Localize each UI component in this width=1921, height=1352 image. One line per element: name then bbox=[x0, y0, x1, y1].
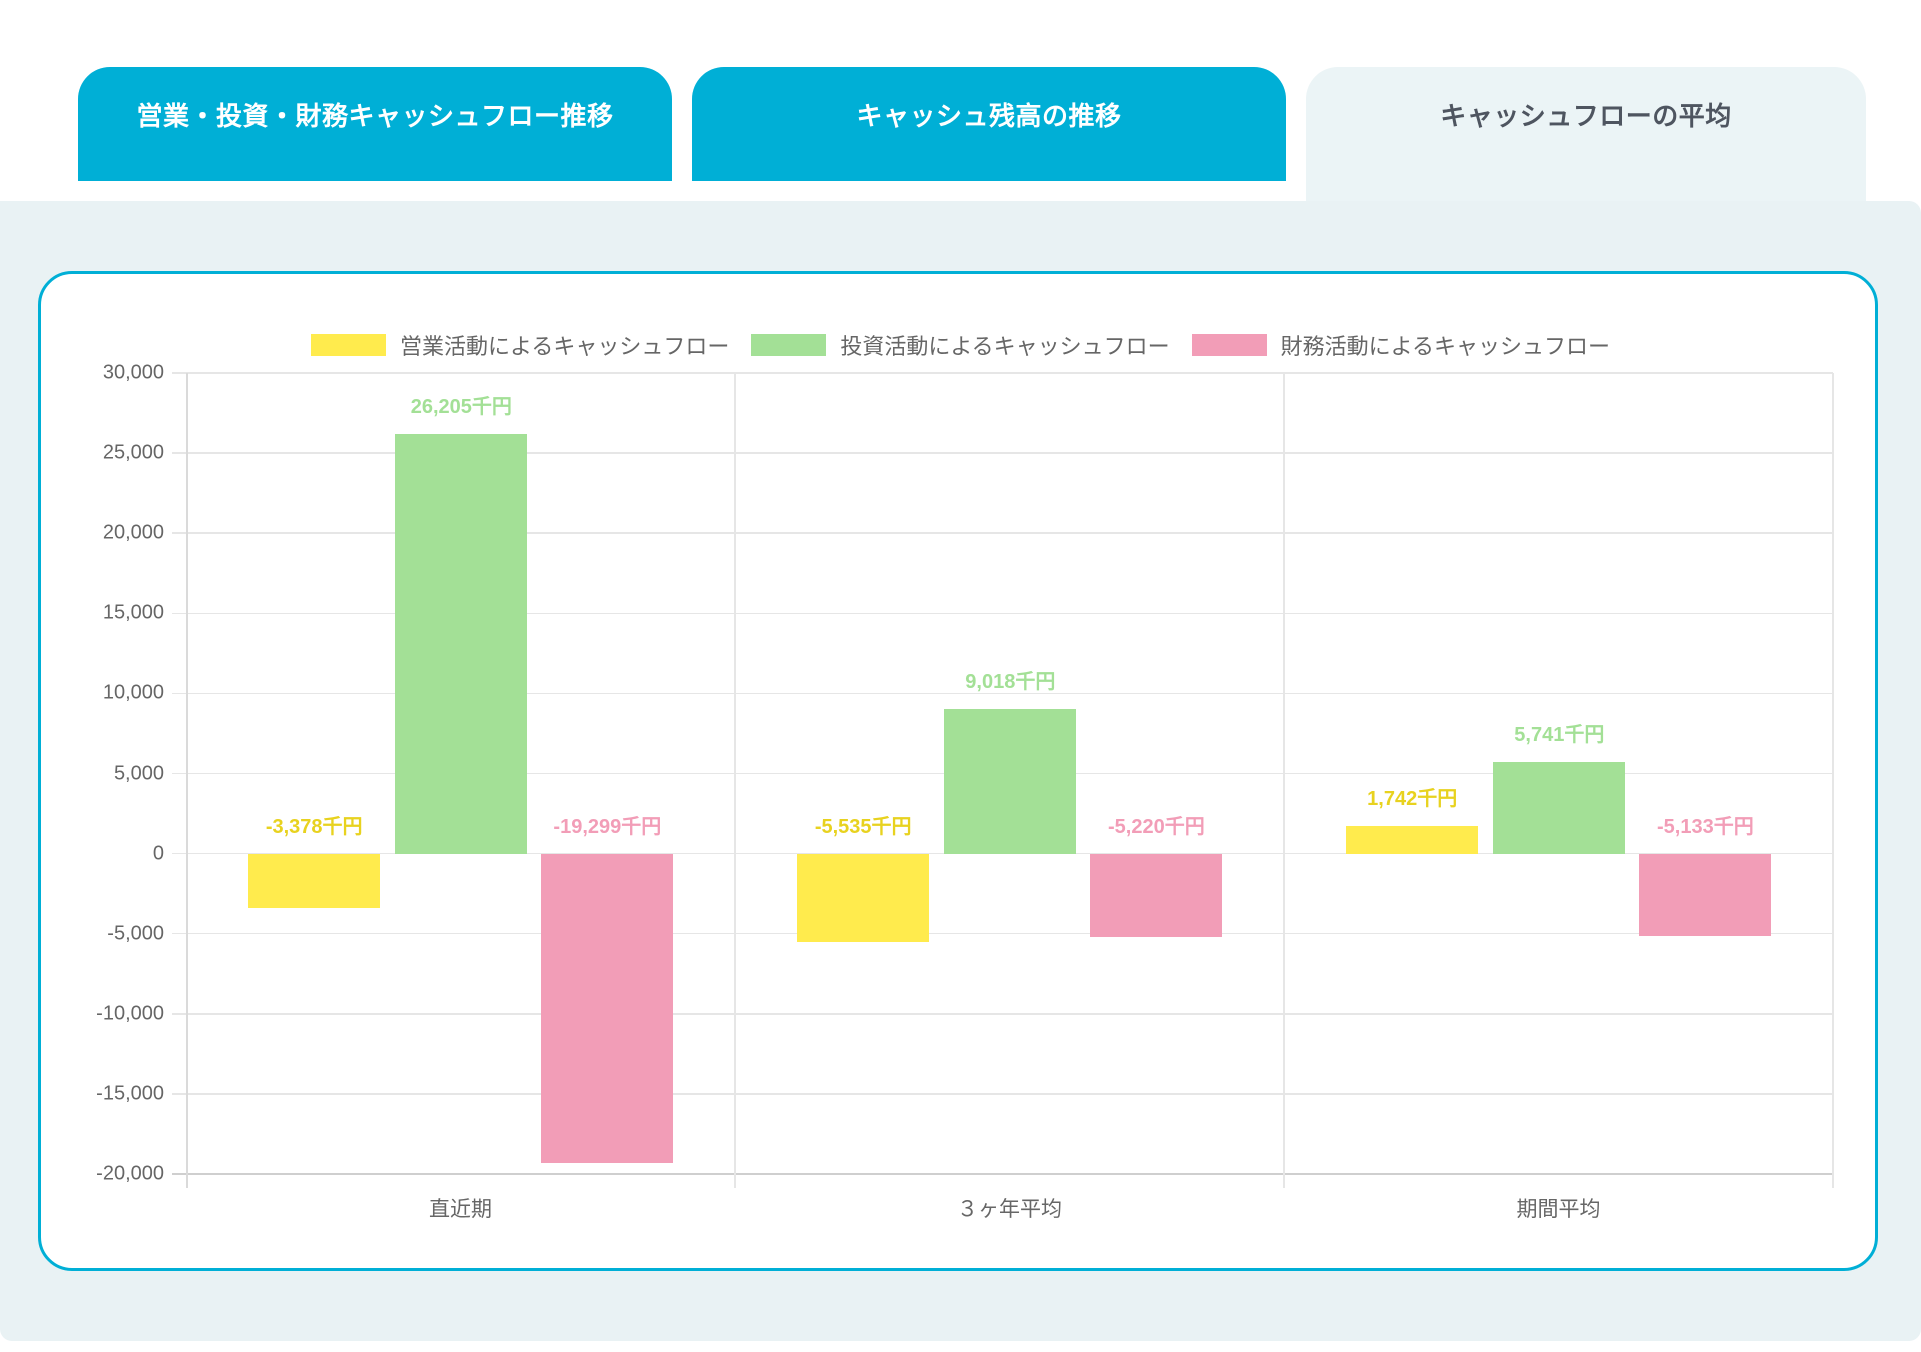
gridline bbox=[172, 692, 1833, 695]
gridline bbox=[172, 852, 1833, 855]
data-label-investing: 5,741千円 bbox=[1514, 723, 1605, 746]
y-tick-label: 5,000 bbox=[113, 762, 164, 784]
legend-swatch-operating bbox=[310, 334, 386, 356]
data-label-financing: -5,220千円 bbox=[1107, 815, 1205, 838]
gridline bbox=[172, 612, 1833, 615]
gridline bbox=[172, 1173, 1833, 1176]
tab-label: キャッシュフローの平均 bbox=[1440, 101, 1732, 132]
y-tick-label: -15,000 bbox=[96, 1082, 164, 1105]
group-divider bbox=[1832, 373, 1834, 1188]
chart-legend: 営業活動によるキャッシュフロー 投資活動によるキャッシュフロー 財務活動によるキ… bbox=[0, 333, 1921, 360]
tab-cash-balance-trend[interactable]: キャッシュ残高の推移 bbox=[692, 67, 1286, 181]
legend-label: 投資活動によるキャッシュフロー bbox=[840, 335, 1170, 360]
tab-cashflow-average[interactable]: キャッシュフローの平均 bbox=[1306, 67, 1866, 201]
gridline bbox=[172, 1093, 1833, 1095]
data-label-operating: -3,378千円 bbox=[265, 815, 363, 838]
data-label-investing: 26,205千円 bbox=[410, 395, 512, 418]
y-tick-label: 30,000 bbox=[102, 361, 164, 384]
gridline bbox=[172, 532, 1833, 534]
y-tick-label: -20,000 bbox=[96, 1162, 164, 1185]
gridline bbox=[172, 932, 1833, 935]
y-tick-label: 0 bbox=[152, 842, 164, 865]
bar-operating[interactable] bbox=[797, 853, 930, 943]
y-tick-label: 25,000 bbox=[102, 441, 164, 464]
gridline bbox=[172, 372, 1833, 374]
y-tick-label: 15,000 bbox=[102, 601, 164, 624]
gridline bbox=[172, 452, 1833, 454]
bar-investing[interactable] bbox=[944, 709, 1077, 854]
data-label-operating: 1,742千円 bbox=[1367, 787, 1458, 810]
x-axis-label: ３ヶ年平均 bbox=[957, 1197, 1062, 1221]
legend-swatch-financing bbox=[1191, 334, 1267, 356]
bar-investing[interactable] bbox=[395, 433, 528, 854]
bar-financing[interactable] bbox=[1639, 853, 1772, 936]
legend-label: 財務活動によるキャッシュフロー bbox=[1280, 335, 1611, 360]
group-divider bbox=[734, 373, 736, 1188]
legend-label: 営業活動によるキャッシュフロー bbox=[399, 335, 730, 360]
legend-swatch-investing bbox=[751, 334, 827, 356]
bar-financing[interactable] bbox=[541, 853, 674, 1163]
bar-investing[interactable] bbox=[1493, 761, 1626, 854]
data-label-financing: -19,299千円 bbox=[553, 815, 662, 838]
data-label-investing: 9,018千円 bbox=[965, 671, 1056, 694]
x-axis-label: 直近期 bbox=[429, 1197, 492, 1221]
tab-label: 営業・投資・財務キャッシュフロー推移 bbox=[136, 101, 614, 132]
data-label-operating: -5,535千円 bbox=[814, 815, 912, 838]
y-tick-label: -10,000 bbox=[96, 1002, 164, 1025]
group-divider bbox=[1283, 373, 1285, 1188]
plot-area: 30,000 25,000 20,000 15,000 10,000 5,000 0 -5,0… bbox=[96, 362, 1834, 1188]
bar-financing[interactable] bbox=[1090, 853, 1223, 938]
legend-item-financing[interactable]: 財務活動によるキャッシュフロー bbox=[1191, 329, 1611, 361]
x-axis-label: 期間平均 bbox=[1516, 1197, 1601, 1221]
bar-operating[interactable] bbox=[248, 853, 381, 908]
legend-item-investing[interactable]: 投資活動によるキャッシュフロー bbox=[751, 329, 1170, 361]
data-label-financing: -5,133千円 bbox=[1656, 815, 1754, 838]
gridline bbox=[172, 1013, 1833, 1015]
bar-operating[interactable] bbox=[1346, 825, 1479, 854]
y-tick-label: -5,000 bbox=[107, 922, 164, 945]
y-axis-line bbox=[186, 373, 188, 1188]
y-tick-label: 20,000 bbox=[102, 521, 164, 544]
tab-label: キャッシュ残高の推移 bbox=[856, 101, 1122, 132]
legend-item-operating[interactable]: 営業活動によるキャッシュフロー bbox=[310, 329, 730, 361]
tab-operating-investing-financing-trend[interactable]: 営業・投資・財務キャッシュフロー推移 bbox=[78, 67, 672, 181]
y-tick-label: 10,000 bbox=[102, 681, 164, 704]
